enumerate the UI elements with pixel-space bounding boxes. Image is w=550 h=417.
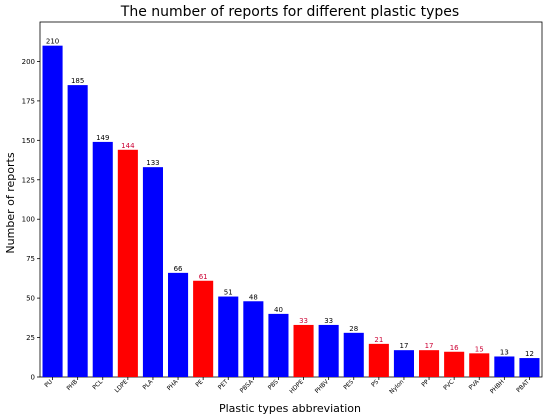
y-tick-label: 0 (31, 374, 35, 382)
bar-value-label: 40 (274, 306, 283, 314)
bar-value-label: 12 (525, 350, 534, 358)
y-tick-label: 125 (22, 176, 35, 184)
plot-area: 0255075100125150175200PU210PHB185PCL149L… (22, 21, 543, 396)
bar-value-label: 149 (96, 134, 109, 142)
bar (469, 353, 490, 377)
y-tick-label: 75 (26, 255, 35, 263)
bar (494, 356, 515, 377)
bar (142, 167, 163, 377)
bar-value-label: 51 (224, 289, 233, 297)
y-tick-label: 200 (22, 58, 35, 66)
bar (117, 149, 138, 377)
bar (42, 45, 63, 378)
bar (268, 313, 289, 377)
x-tick-label: PET (217, 378, 230, 391)
bar-value-label: 17 (425, 342, 434, 350)
x-tick-label: PHBV (314, 378, 331, 395)
bar (168, 272, 189, 377)
x-tick-label: PU (43, 378, 54, 389)
bar-value-label: 144 (121, 142, 135, 150)
bar-value-label: 33 (299, 317, 308, 325)
x-tick-label: PHB (65, 378, 79, 392)
bar (368, 343, 389, 377)
y-tick-label: 50 (26, 295, 35, 303)
bar-value-label: 33 (324, 317, 333, 325)
x-tick-label: PHBH (489, 378, 506, 395)
y-axis-label: Number of reports (4, 152, 17, 253)
chart-title: The number of reports for different plas… (120, 4, 459, 20)
bar-value-label: 66 (174, 265, 183, 273)
x-tick-label: PBSA (239, 378, 256, 395)
x-tick-label: PVC (442, 378, 455, 391)
bar-value-label: 21 (374, 336, 383, 344)
bar (393, 350, 414, 377)
bar (318, 324, 339, 377)
bar-value-label: 28 (349, 325, 358, 333)
x-tick-label: PS (370, 378, 380, 388)
bar (218, 296, 239, 377)
bar-value-label: 48 (249, 293, 258, 301)
x-axis-label: Plastic types abbreviation (219, 402, 361, 415)
bar (519, 358, 540, 377)
bar (419, 350, 440, 377)
x-tick-label: PES (342, 378, 355, 391)
bar-value-label: 13 (500, 348, 509, 356)
bar (293, 324, 314, 377)
bar-value-label: 17 (399, 342, 408, 350)
bar (343, 332, 364, 377)
y-tick-label: 100 (22, 216, 35, 224)
bar (243, 301, 264, 377)
bar-value-label: 185 (71, 77, 84, 85)
x-tick-label: PP (420, 378, 430, 388)
bar-value-label: 133 (146, 159, 159, 167)
bar (92, 141, 113, 377)
y-tick-label: 25 (26, 334, 35, 342)
x-tick-label: HDPE (288, 378, 305, 395)
plot-frame (39, 21, 543, 378)
x-tick-label: PBAT (515, 378, 531, 394)
bar-value-label: 210 (46, 38, 59, 46)
y-tick-label: 175 (22, 97, 35, 105)
bar (67, 85, 88, 377)
x-tick-label: Nylon (388, 378, 405, 395)
bar-value-label: 61 (199, 273, 208, 281)
bar-value-label: 16 (450, 344, 459, 352)
bar (444, 351, 465, 377)
bar-value-label: 15 (475, 345, 484, 353)
x-tick-label: PBS (267, 378, 280, 391)
x-tick-label: LDPE (113, 378, 129, 394)
bar (193, 280, 214, 377)
y-tick-label: 150 (22, 137, 35, 145)
x-tick-label: PE (194, 378, 204, 388)
